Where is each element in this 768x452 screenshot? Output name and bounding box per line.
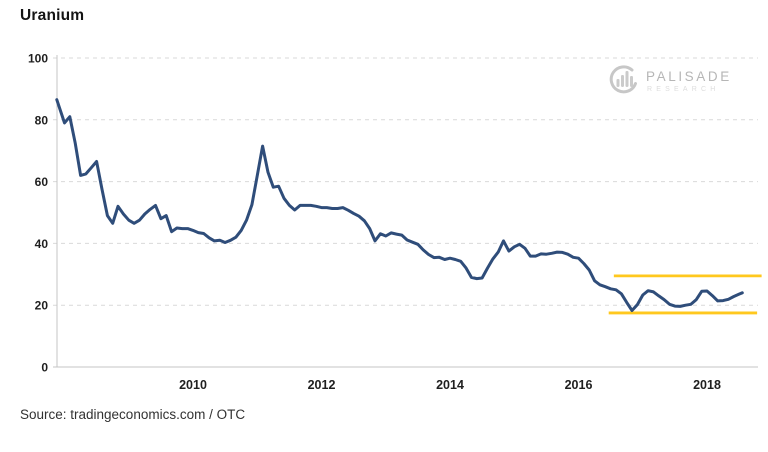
y-tick-label-100: 100	[28, 52, 48, 66]
x-tick-label-2010: 2010	[179, 378, 207, 392]
x-tick-label-2016: 2016	[565, 378, 593, 392]
logo-brand-text: PALISADE	[646, 69, 732, 84]
y-tick-label-60: 60	[35, 175, 49, 189]
axes	[53, 55, 758, 368]
price-line-series	[55, 98, 744, 312]
palisade-logo: PALISADE RESEARCH	[605, 63, 732, 101]
gridlines	[53, 57, 758, 306]
y-tick-label-40: 40	[35, 237, 49, 251]
price-line	[55, 98, 744, 312]
y-tick-label-20: 20	[35, 299, 49, 313]
logo-sub-text: RESEARCH	[647, 86, 720, 93]
x-tick-label-2012: 2012	[308, 378, 336, 392]
page-title: Uranium	[20, 7, 85, 24]
x-tick-label-2018: 2018	[693, 378, 721, 392]
y-tick-label-0: 0	[41, 361, 48, 375]
palisade-logo-icon	[609, 65, 637, 94]
source-note: Source: tradingeconomics.com / OTC	[20, 407, 246, 422]
trend-channel-lines	[608, 274, 762, 315]
axis-labels: 0 20 40 60 80 100 2010 2012 2014 2016 2018	[28, 52, 721, 393]
x-tick-label-2014: 2014	[436, 378, 464, 392]
y-tick-label-80: 80	[35, 113, 49, 127]
